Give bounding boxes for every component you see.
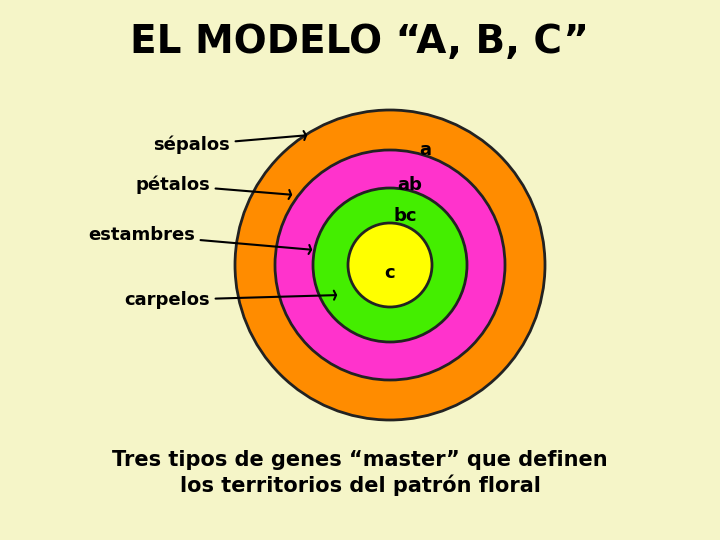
Ellipse shape bbox=[313, 188, 467, 342]
Text: a: a bbox=[419, 141, 431, 159]
Text: sépalos: sépalos bbox=[153, 131, 306, 154]
Text: c: c bbox=[384, 264, 395, 282]
Text: EL MODELO “A, B, C”: EL MODELO “A, B, C” bbox=[130, 23, 590, 61]
Ellipse shape bbox=[348, 223, 432, 307]
Text: estambres: estambres bbox=[88, 226, 311, 254]
Text: los territorios del patrón floral: los territorios del patrón floral bbox=[179, 474, 541, 496]
Text: Tres tipos de genes “master” que definen: Tres tipos de genes “master” que definen bbox=[112, 450, 608, 470]
Ellipse shape bbox=[275, 150, 505, 380]
Text: bc: bc bbox=[393, 207, 417, 225]
Text: carpelos: carpelos bbox=[125, 291, 336, 309]
Text: pétalos: pétalos bbox=[135, 176, 291, 199]
Text: ab: ab bbox=[397, 176, 423, 194]
Ellipse shape bbox=[235, 110, 545, 420]
